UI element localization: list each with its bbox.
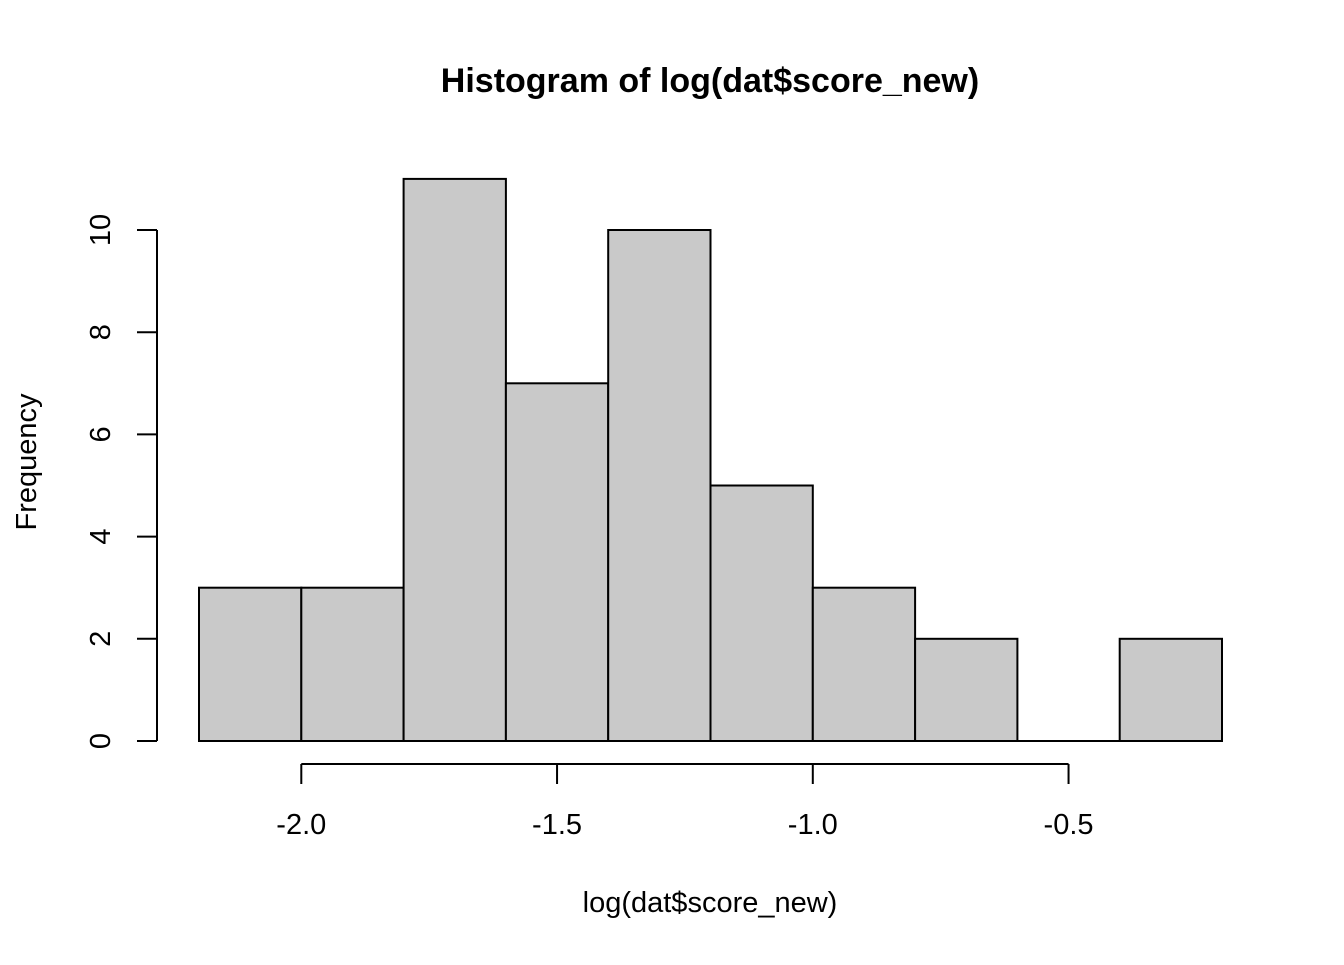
x-tick-label: -0.5 <box>1044 809 1094 841</box>
y-tick-label: 6 <box>85 426 117 442</box>
y-tick-label: 2 <box>85 631 117 647</box>
histogram-bar <box>709 484 814 742</box>
y-tick-label: 8 <box>85 324 117 340</box>
bars-layer <box>198 177 1223 743</box>
x-tick-label: -2.0 <box>276 809 326 841</box>
x-tick-label: -1.5 <box>532 809 582 841</box>
y-axis-label: Frequency <box>11 393 43 531</box>
histogram-bar <box>504 382 610 742</box>
histogram-bar <box>198 586 303 743</box>
x-axis: -2.0 -1.5 -1.0 -0.5 <box>276 763 1094 841</box>
histogram-bar <box>811 586 917 743</box>
y-tick-label: 0 <box>85 733 117 749</box>
y-tick-label: 10 <box>85 214 117 246</box>
histogram-bar <box>607 229 712 742</box>
histogram-bar <box>402 177 507 742</box>
histogram-bar <box>1118 637 1223 742</box>
histogram-bar <box>300 586 405 743</box>
histogram-bar <box>914 637 1019 742</box>
x-axis-label: log(dat$score_new) <box>583 887 838 919</box>
y-tick-label: 4 <box>85 529 117 545</box>
x-tick-label: -1.0 <box>788 809 838 841</box>
chart-title: Histogram of log(dat$score_new) <box>441 62 979 100</box>
y-axis: 0 2 4 6 8 10 <box>85 214 158 749</box>
